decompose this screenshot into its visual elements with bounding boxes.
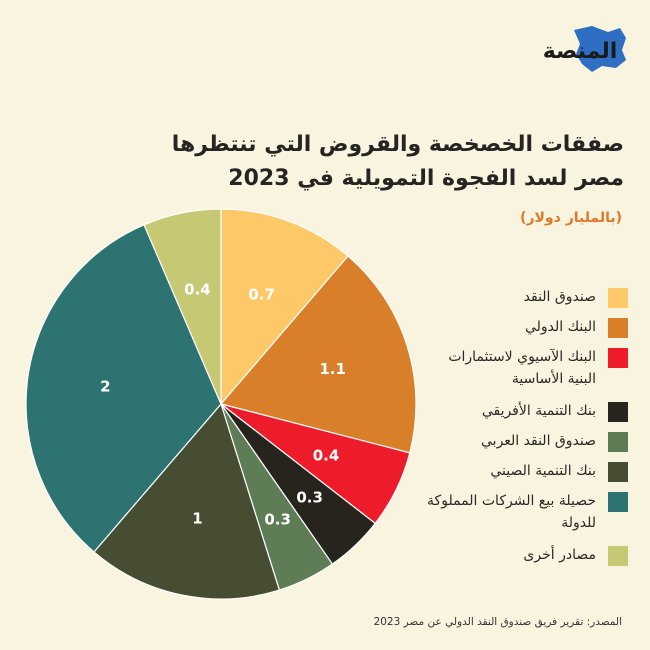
logo-map-shape: [574, 26, 626, 72]
pie-slice-label-6: 2: [100, 377, 110, 395]
pie-slice-5: [93, 402, 281, 600]
legend-label-3: بنك التنمية الأفريقي: [481, 403, 596, 419]
legend-swatch-1: [608, 318, 628, 338]
legend-item-5: بنك التنمية الصيني: [388, 460, 628, 487]
legend-label-1: البنك الدولي: [524, 319, 596, 335]
legend-swatch-2: [608, 348, 628, 368]
pie-slice-label-7: 0.4: [184, 280, 211, 298]
legend-item-0: صندوق النقد: [388, 286, 628, 313]
legend-label-0: صندوق النقد: [523, 289, 596, 305]
pie-slice-label-1: 1.1: [319, 360, 346, 378]
pie-slice-label-4: 0.3: [264, 511, 291, 529]
legend-swatch-3: [608, 402, 628, 422]
pie-slice-label-3: 0.3: [296, 488, 323, 506]
legend-label-5: بنك التنمية الصيني: [490, 463, 596, 479]
pie-slice-label-0: 0.7: [248, 285, 275, 303]
legend-item-3: بنك التنمية الأفريقي: [388, 400, 628, 427]
legend-label-7: مصادر أخرى: [523, 547, 596, 563]
pie-slice-6: [25, 224, 222, 553]
legend-item-1: البنك الدولي: [388, 316, 628, 343]
brand-logo: المنصة: [543, 26, 626, 72]
chart-legend: صندوق النقد البنك الدولي البنك الآسيوي لاس…: [388, 286, 628, 574]
legend-item-2: البنك الآسيوي لاستثمارات البنية الأساسية: [388, 346, 628, 397]
legend-item-7: مصادر أخرى: [388, 544, 628, 571]
legend-swatch-6: [608, 492, 628, 512]
legend-swatch-5: [608, 462, 628, 482]
legend-label-6: حصيلة بيع الشركات المملوكة للدولة: [427, 493, 596, 531]
logo-text: المنصة: [543, 39, 618, 64]
pie-slice-label-5: 1: [192, 510, 202, 528]
pie-slice-label-2: 0.4: [313, 447, 340, 465]
unit-note: (بالمليار دولار): [520, 210, 622, 226]
pie-slice-0: [220, 208, 349, 406]
legend-label-4: صندوق النقد العربي: [481, 433, 596, 449]
chart-title: صفقات الخصخصة والقروض التي تنتظرها مصر ل…: [64, 128, 624, 196]
legend-swatch-0: [608, 288, 628, 308]
pie-slice-1: [219, 255, 417, 454]
title-line-1: صفقات الخصخصة والقروض التي تنتظرها: [171, 132, 624, 157]
source-note: المصدر: تقرير فريق صندوق النقد الدولي عن…: [373, 616, 622, 628]
legend-item-4: صندوق النقد العربي: [388, 430, 628, 457]
title-line-2: مصر لسد الفجوة التمويلية في 2023: [228, 166, 624, 191]
legend-swatch-7: [608, 546, 628, 566]
legend-swatch-4: [608, 432, 628, 452]
pie-slice-7: [143, 208, 222, 405]
legend-label-2: البنك الآسيوي لاستثمارات البنية الأساسية: [448, 349, 596, 387]
legend-item-6: حصيلة بيع الشركات المملوكة للدولة: [388, 490, 628, 541]
